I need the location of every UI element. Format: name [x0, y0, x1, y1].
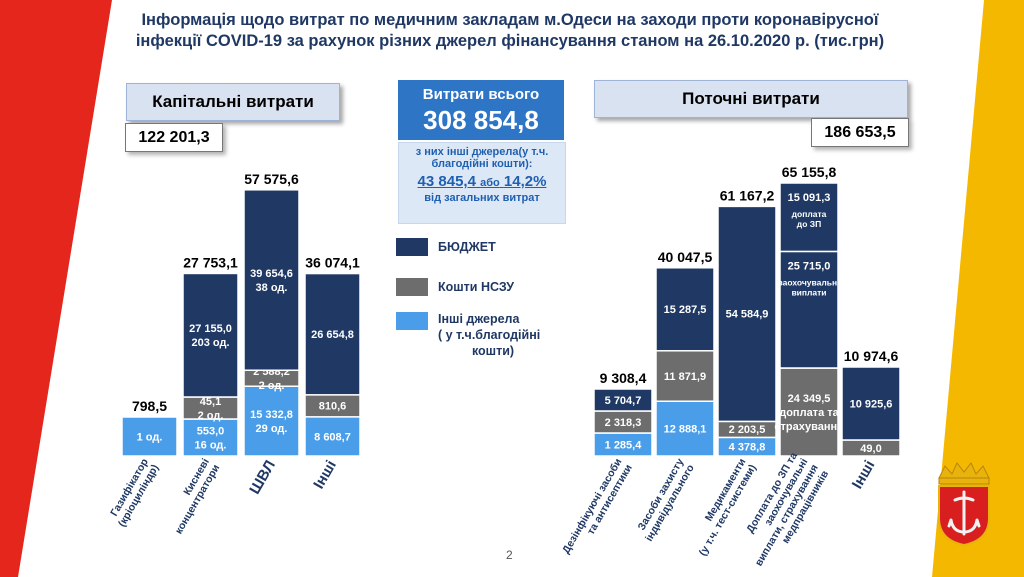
bar-segment-label: 203 од.	[191, 337, 229, 349]
red-stripe-decoration	[0, 0, 112, 577]
other-sources-amount-line: 43 845,4 або 14,2%	[399, 173, 565, 190]
odesa-coat-of-arms-icon	[938, 462, 990, 546]
legend-label-other-line-1: Інші джерела	[438, 312, 520, 326]
other-sources-line-2: благодійні кошти):	[431, 158, 533, 170]
other-sources-conj: або	[480, 177, 500, 189]
bar-segment-label: 15 287,5	[664, 304, 707, 316]
title-line-2: інфекції COVID-19 за рахунок різних джер…	[135, 32, 885, 50]
bar-segment-label: 10 925,6	[850, 398, 893, 410]
bar-segment-label: 12 888,1	[664, 423, 707, 435]
bar-segment-other-1	[655, 400, 715, 457]
bar-segment-other-0	[121, 416, 178, 457]
bar-segment-budget-part-0	[779, 250, 839, 369]
legend-label-other-line-2: ( у т.ч.благодійні	[438, 328, 541, 342]
legend-label-other: Інші джерела ( у т.ч.благодійні кошти)	[438, 311, 548, 359]
bar-segment-budget-1	[182, 272, 239, 398]
bar-segment-other-2	[243, 385, 300, 457]
bar-segment-label: доплата та	[779, 407, 839, 419]
bar-segment-label: 8 608,7	[314, 431, 351, 443]
bar-segment-label: 25 715,0	[788, 260, 831, 272]
bar-segment-label: 54 584,9	[726, 309, 769, 321]
legend-swatch-budget	[396, 238, 428, 256]
bar-segment-label: 11 871,9	[664, 371, 706, 383]
legend-label-budget: БЮДЖЕТ	[438, 240, 496, 254]
bar-total-label: 61 167,2	[720, 187, 775, 203]
yellow-stripe-decoration	[932, 0, 1024, 577]
bar-segment-other-1	[182, 418, 239, 457]
other-sources-line-1: з них інші джерела(у т.ч.	[415, 146, 549, 158]
bar-segment-label: 1 285,4	[605, 439, 643, 451]
category-label-line: Дезінфікуючі засоби	[560, 457, 624, 556]
bar-segment-budget-2	[717, 205, 777, 423]
bar-total-label: 10 974,6	[844, 348, 899, 364]
bar-segment-note: до ЗП	[797, 219, 821, 229]
bar-segment-label: 15 091,3	[788, 192, 831, 204]
category-label: Інші	[849, 458, 879, 492]
bar-segment-label: 38 од.	[256, 282, 288, 294]
other-sources-box: з них інші джерела(у т.ч. благодійні кош…	[398, 142, 566, 224]
bar-segment-label: 26 654,8	[311, 329, 354, 341]
bar-segment-label: 2 203,5	[729, 424, 766, 436]
other-sources-line-3: від загальних витрат	[424, 192, 540, 204]
bar-segment-label: 1 од.	[137, 431, 163, 443]
bar-segment-budget-4	[841, 366, 901, 441]
bar-segment-label: 2 318,3	[605, 417, 642, 429]
capital-expenses-total: 122 201,3	[125, 123, 223, 152]
total-expenses-value: 308 854,8	[423, 105, 539, 135]
other-sources-percent: 14,2%	[503, 173, 547, 190]
title-line-1: Інформація щодо витрат по медичним закла…	[141, 11, 879, 29]
legend-label-nszu: Кошти НСЗУ	[438, 280, 514, 294]
bar-segment-label: 4 378,8	[729, 442, 766, 454]
bar-segment-budget-part-1	[779, 182, 839, 253]
bar-segment-label: 15 332,8	[250, 409, 293, 421]
bar-segment-label: 27 155,0	[189, 323, 232, 335]
bar-segment-nszu-3	[779, 367, 839, 457]
page-title: Інформація щодо витрат по медичним закла…	[130, 10, 890, 52]
bar-segment-label: 2 од.	[198, 410, 224, 422]
bar-total-label: 798,5	[132, 398, 167, 414]
legend-swatch-other	[396, 312, 428, 330]
bar-segment-budget-3	[304, 272, 361, 396]
bar-segment-label: 39 654,6	[250, 268, 293, 280]
bar-segment-label: 553,0	[197, 425, 225, 437]
bar-segment-note: виплати	[791, 287, 826, 297]
bar-segment-note: заохочувальні	[779, 277, 840, 287]
bar-total-label: 27 753,1	[183, 254, 238, 270]
bar-segment-label: 810,6	[319, 401, 347, 413]
bar-segment-budget-2	[243, 189, 300, 371]
current-expenses-total: 186 653,5	[811, 118, 909, 147]
bar-total-label: 40 047,5	[658, 249, 713, 265]
current-expenses-header: Поточні витрати	[594, 80, 908, 118]
category-label: Медикаменти(у т.ч. тест-системи)	[697, 457, 759, 558]
bar-segment-label: страхування	[774, 421, 843, 433]
bar-segment-label: 16 од.	[195, 439, 227, 451]
bar-segment-label: 29 од.	[256, 423, 288, 435]
bar-segment-label: 49,0	[860, 443, 881, 455]
bar-total-label: 57 575,6	[244, 171, 299, 187]
bar-segment-label: 5 704,7	[605, 395, 642, 407]
bar-segment-budget-0	[593, 388, 653, 412]
bar-segment-label: 45,1	[200, 396, 221, 408]
legend-swatch-nszu	[396, 278, 428, 296]
bar-segment-label: 2 од.	[259, 380, 285, 392]
bar-total-label: 65 155,8	[782, 164, 837, 180]
total-expenses-box: Витрати всього 308 854,8	[398, 80, 564, 140]
category-label-line: Інші	[849, 458, 879, 492]
bar-total-label: 9 308,4	[600, 370, 647, 386]
bar-total-label: 36 074,1	[305, 255, 360, 271]
bar-segment-note: доплата	[792, 209, 827, 219]
legend-label-other-line-3: кошти)	[471, 344, 515, 358]
bar-segment-label: 24 349,5	[788, 393, 831, 405]
total-expenses-label: Витрати всього	[422, 86, 540, 103]
bar-segment-budget-1	[655, 267, 715, 352]
other-sources-amount: 43 845,4	[417, 173, 476, 190]
capital-expenses-header: Капітальні витрати	[126, 83, 340, 121]
bar-segment-nszu-1	[655, 350, 715, 402]
page-number: 2	[506, 548, 513, 562]
